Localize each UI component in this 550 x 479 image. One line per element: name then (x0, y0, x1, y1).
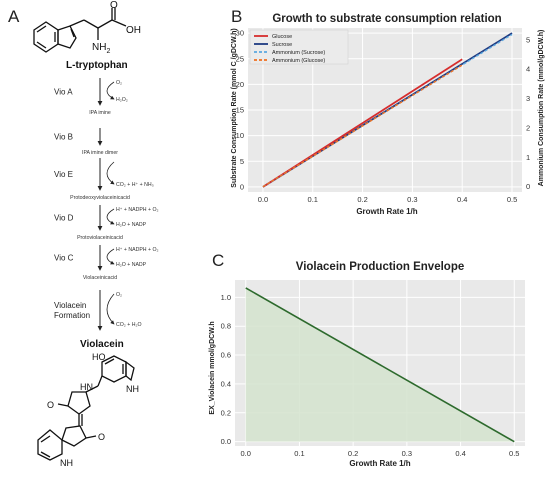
series-line (262, 64, 463, 188)
legend-label: Ammonium (Sucrose) (272, 50, 325, 56)
legend-label: Glucose (272, 34, 292, 40)
cofactor-outputs: H₂O + NADP (116, 222, 147, 228)
pathway-end-label: Violacein (80, 339, 124, 350)
enzyme-label: Vio B (54, 133, 73, 142)
cofactor-inputs: H⁺ + NADPH + O₂ (116, 247, 159, 253)
cofactor-arrow (106, 81, 115, 100)
chart-b-xlabel: Growth Rate 1/h (356, 207, 417, 216)
enzyme-label: Formation (54, 311, 90, 320)
x-tick-label: 0.5 (507, 195, 517, 204)
series-line (262, 58, 463, 188)
y-tick-label: 0.8 (221, 322, 231, 331)
x-tick-label: 0.1 (294, 449, 304, 458)
y2-tick-label: 4 (526, 65, 530, 74)
cofactor-arrow (106, 293, 115, 325)
pathway-start-label: L-tryptophan (66, 60, 128, 71)
pathway-steps: Vio A O₂ H₂O₂ IPA imine Vio B IPA imine dimer… (54, 78, 159, 331)
violacein-o-left-label: O (47, 400, 54, 410)
intermediate-label: Violaceinicacid (83, 275, 117, 281)
envelope-line (245, 287, 515, 443)
cofactor-inputs: H⁺ + NADPH + O₂ (116, 207, 159, 213)
y-tick-label: 25 (236, 54, 244, 63)
cofactor-arrow (106, 248, 115, 265)
y2-tick-label: 3 (526, 94, 530, 103)
x-tick-label: 0.2 (348, 449, 358, 458)
y-tick-label: 0.4 (221, 379, 231, 388)
intermediate-label: Protoviolaceinicacid (77, 235, 123, 241)
intermediate-label: IPA imine (89, 110, 111, 116)
panel-label-a: A (8, 7, 20, 26)
x-tick-label: 0.0 (241, 449, 251, 458)
legend-label: Sucrose (272, 42, 292, 48)
x-tick-label: 0.4 (455, 449, 465, 458)
chart-b-y2label: Ammonium Consumption Rate (mmol/gDCW.h) (538, 30, 545, 187)
y2-tick-label: 5 (526, 35, 530, 44)
violacein-ho-label: HO (92, 352, 106, 362)
chart-c: 0.0 0.1 0.2 0.3 0.4 0.5 0.0 0.2 0.4 0.6 0.8 1.0 (221, 280, 525, 458)
chart-c-xlabel: Growth Rate 1/h (349, 459, 410, 468)
x-tick-label: 0.2 (357, 195, 367, 204)
x-tick-label: 0.3 (407, 195, 417, 204)
violacein-structure (37, 355, 135, 461)
enzyme-label: Vio D (54, 214, 74, 223)
cofactor-inputs: O₂ (116, 80, 122, 86)
panel-label-c: C (212, 251, 224, 270)
y-tick-label: 0.2 (221, 408, 231, 417)
cofactor-arrow (106, 161, 115, 185)
chart-c-ylabel: EX_Violacein mmol/gDCW.h (209, 321, 216, 414)
chart-b-title: Growth to substrate consumption relation (272, 13, 501, 25)
y-tick-label: 0.6 (221, 351, 231, 360)
x-tick-label: 0.1 (308, 195, 318, 204)
chart-b-ylabel: Substrate Consumption Rate (mmol C /gDCW… (231, 28, 238, 187)
tryptophan-structure (33, 8, 127, 53)
panel-label-b: B (231, 7, 242, 26)
y2-tick-label: 1 (526, 153, 530, 162)
enzyme-label: Vio E (54, 170, 73, 179)
cofactor-outputs: CO₂ + H₂O (116, 322, 142, 328)
y-tick-label: 20 (236, 80, 244, 89)
cofactor-outputs: H₂O + NADP (116, 262, 147, 268)
enzyme-label: Vio C (54, 254, 74, 263)
x-tick-label: 0.4 (457, 195, 467, 204)
y-tick-label: 5 (240, 157, 244, 166)
y2-tick-label: 0 (526, 182, 530, 191)
violacein-hn-label: HN (80, 382, 93, 392)
enzyme-label: Vio A (54, 88, 73, 97)
chart-b: 0.0 0.1 0.2 0.3 0.4 0.5 0 5 10 15 20 25 30 0 1 2 3 4 5 Gluc… (236, 28, 530, 204)
cofactor-outputs: H₂O₂ (116, 97, 128, 103)
cofactor-outputs: CO₂ + H⁺ + NH₃ (116, 182, 154, 188)
tryptophan-nh2-label: NH2 (92, 42, 110, 55)
y2-tick-label: 2 (526, 123, 530, 132)
y-tick-label: 10 (236, 131, 244, 140)
violacein-o-bottom-label: O (98, 432, 105, 442)
y-tick-label: 15 (236, 106, 244, 115)
x-tick-label: 0.3 (402, 449, 412, 458)
x-tick-label: 0.0 (258, 195, 268, 204)
y-tick-label: 30 (236, 29, 244, 38)
y-tick-label: 0.0 (221, 437, 231, 446)
y-tick-label: 0 (240, 182, 244, 191)
intermediate-label: Protodeoxyviolaceinicacid (70, 195, 130, 201)
x-tick-label: 0.5 (509, 449, 519, 458)
legend-label: Ammonium (Glucose) (272, 58, 325, 64)
intermediate-label: IPA imine dimer (82, 150, 118, 156)
enzyme-label: Violacein (54, 301, 86, 310)
tryptophan-oh-label: OH (126, 25, 141, 36)
y-tick-label: 1.0 (221, 293, 231, 302)
cofactor-arrow (106, 208, 115, 225)
tryptophan-o-label: O (110, 0, 118, 11)
violacein-nh-bottom-label: NH (60, 458, 73, 468)
violacein-nh-top-label: NH (126, 384, 139, 394)
chart-c-title: Violacein Production Envelope (296, 261, 465, 273)
cofactor-inputs: O₂ (116, 292, 122, 298)
